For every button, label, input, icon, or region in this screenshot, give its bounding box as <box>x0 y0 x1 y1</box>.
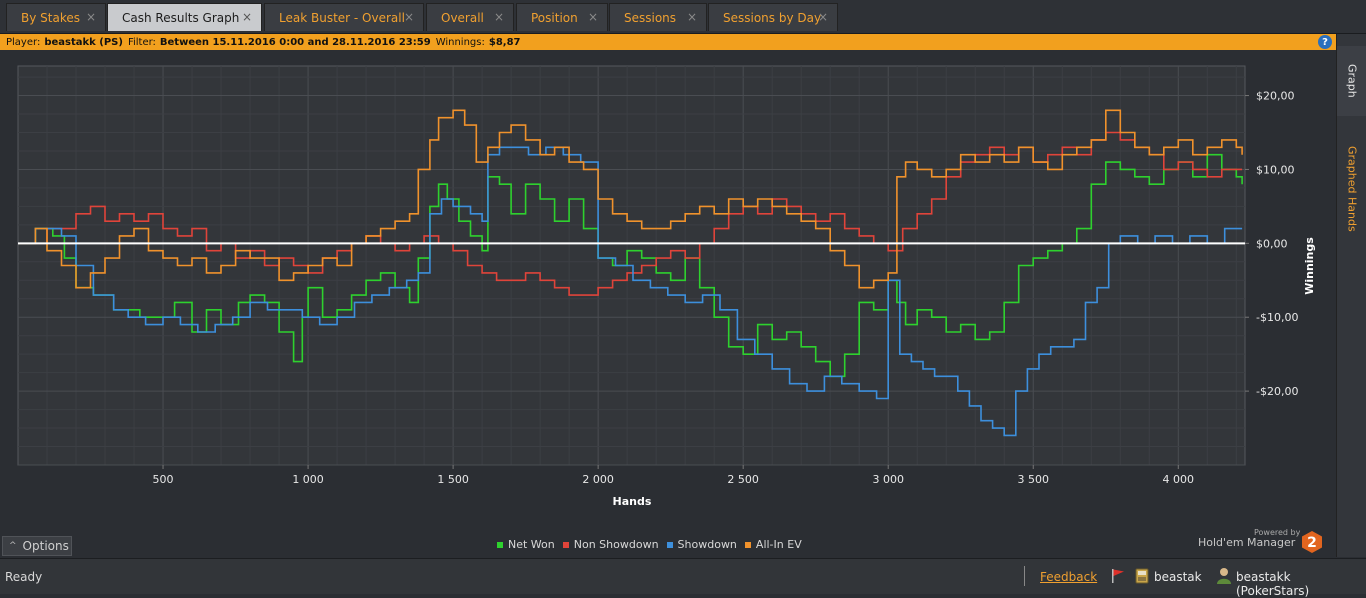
side-panel: Graph Graphed Hands <box>1336 34 1366 557</box>
tab-overall[interactable]: Overall × <box>426 3 514 31</box>
close-icon[interactable]: × <box>587 10 598 24</box>
legend-label: All-In EV <box>755 538 802 551</box>
series-line-net-won <box>18 153 1243 378</box>
legend-label: Showdown <box>677 538 737 551</box>
product-name: Hold'em Manager <box>1198 536 1296 549</box>
legend-item-showdown: Showdown <box>666 538 737 551</box>
chart-legend: Net Won Non Showdown Showdown All-In EV <box>497 538 810 551</box>
powered-by-text: Powered by <box>1254 528 1301 537</box>
side-tab-graphed-hands[interactable]: Graphed Hands <box>1337 124 1366 254</box>
legend-swatch <box>562 541 569 548</box>
y-axis-ticks: $20,00 $10,00 $0,00 -$10,00 -$20,00 <box>1245 90 1298 398</box>
tab-label: Position <box>531 10 578 25</box>
y-tick-label: -$20,00 <box>1256 385 1298 398</box>
player-name[interactable]: beastakk (PokerStars) <box>1236 570 1310 598</box>
x-axis-label: Hands <box>613 495 652 508</box>
tab-label: Sessions by Day <box>723 10 822 25</box>
hm2-logo: 2 <box>1302 531 1322 553</box>
options-button[interactable]: ^ Options <box>2 536 72 556</box>
close-icon[interactable]: × <box>493 10 504 24</box>
side-tab-label: Graph <box>1345 64 1359 98</box>
help-icon[interactable]: ? <box>1318 35 1332 49</box>
filter-value: Between 15.11.2016 0:00 and 28.11.2016 2… <box>159 36 431 48</box>
player-icon <box>1217 568 1231 584</box>
legend-label: Net Won <box>508 538 555 551</box>
y-axis-label: Winnings <box>1303 237 1316 295</box>
side-tab-label: Graphed Hands <box>1345 146 1359 232</box>
tab-label: Cash Results Graph <box>122 10 240 25</box>
legend-item-net-won: Net Won <box>497 538 555 551</box>
flag-icon[interactable] <box>1110 568 1126 584</box>
legend-swatch <box>744 541 751 548</box>
tab-sessions-by-day[interactable]: Sessions by Day × <box>708 3 838 31</box>
player-label: Player: <box>6 36 41 48</box>
filter-label: Filter: <box>127 36 156 48</box>
series-line-all-in-ev <box>18 109 1243 289</box>
tab-leak-buster-overall[interactable]: Leak Buster - Overall × <box>264 3 424 31</box>
legend-item-non-showdown: Non Showdown <box>562 538 659 551</box>
player-value: beastakk (PS) <box>44 36 123 48</box>
tab-by-stakes[interactable]: By Stakes × <box>6 3 106 31</box>
series-line-showdown <box>18 146 1243 437</box>
tab-label: Overall <box>441 10 484 25</box>
x-tick-label: 500 <box>153 473 174 486</box>
chevron-up-icon: ^ <box>9 541 17 551</box>
feedback-link[interactable]: Feedback <box>1040 570 1098 584</box>
close-icon[interactable]: × <box>817 10 828 24</box>
x-tick-label: 2 000 <box>582 473 614 486</box>
y-tick-label: $20,00 <box>1256 90 1295 103</box>
status-bar: Ready Feedback beastak beastakk (PokerSt… <box>0 558 1366 598</box>
tab-bar: By Stakes × Cash Results Graph × Leak Bu… <box>0 0 1366 34</box>
x-tick-label: 1 500 <box>437 473 469 486</box>
y-tick-label: -$10,00 <box>1256 311 1298 324</box>
status-text: Ready <box>5 570 43 584</box>
y-tick-label: $10,00 <box>1256 163 1295 176</box>
tab-label: Leak Buster - Overall <box>279 10 405 25</box>
winnings-label: Winnings: <box>435 36 485 48</box>
y-tick-label: $0,00 <box>1256 237 1288 250</box>
legend-swatch <box>497 541 503 548</box>
legend-label: Non Showdown <box>573 538 659 551</box>
side-tab-graph[interactable]: Graph <box>1337 46 1366 116</box>
series-lines <box>18 109 1243 437</box>
cash-results-chart: 500 1 000 1 500 2 000 2 500 3 000 3 500 4 000 $… <box>0 51 1336 536</box>
x-tick-label: 3 500 <box>1017 473 1049 486</box>
tab-position[interactable]: Position × <box>516 3 608 31</box>
x-tick-label: 4 000 <box>1163 473 1195 486</box>
close-icon[interactable]: × <box>85 10 96 24</box>
close-icon[interactable]: × <box>686 10 697 24</box>
tab-sessions[interactable]: Sessions × <box>609 3 707 31</box>
x-tick-label: 3 000 <box>872 473 904 486</box>
winnings-value: $8,87 <box>488 36 521 48</box>
logo-version: 2 <box>1307 535 1317 551</box>
legend-swatch <box>666 541 673 548</box>
close-icon[interactable]: × <box>403 10 414 24</box>
tab-label: Sessions <box>624 10 677 25</box>
x-tick-label: 1 000 <box>292 473 324 486</box>
options-label: Options <box>22 539 69 553</box>
status-divider <box>1024 566 1025 586</box>
tab-cash-results-graph[interactable]: Cash Results Graph × <box>107 3 262 31</box>
tab-label: By Stakes <box>21 10 80 25</box>
user-name[interactable]: beastak <box>1154 570 1202 584</box>
filter-bar: Player: beastakk (PS) Filter: Between 15… <box>0 34 1336 50</box>
x-axis-ticks: 500 1 000 1 500 2 000 2 500 3 000 3 500 4 000 <box>153 465 1194 486</box>
legend-item-allin-ev: All-In EV <box>744 538 802 551</box>
x-tick-label: 2 500 <box>727 473 759 486</box>
poker-site-icon <box>1135 568 1149 584</box>
close-icon[interactable]: × <box>241 10 252 24</box>
